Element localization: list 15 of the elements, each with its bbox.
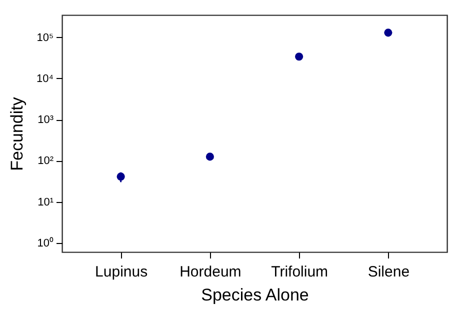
y-tick-label: 10⁴	[36, 72, 54, 85]
y-tick-label: 10³	[38, 114, 54, 126]
point	[384, 28, 392, 37]
x-tick-label: Silene	[368, 264, 410, 280]
x-tick-label: Trifolium	[271, 264, 328, 280]
point	[206, 152, 214, 161]
y-tick-label: 10⁰	[37, 236, 54, 250]
x-tick-label: Lupinus	[95, 264, 148, 280]
y-tick-label: 10⁵	[36, 32, 54, 44]
y-axis-title: Fecundity	[8, 96, 27, 171]
y-tick-label: 10¹	[38, 196, 54, 208]
point	[295, 52, 304, 61]
x-tick-label: Hordeum	[180, 264, 242, 280]
x-axis-title: Species Alone	[201, 286, 309, 304]
y-tick-label: 10²	[38, 155, 54, 168]
